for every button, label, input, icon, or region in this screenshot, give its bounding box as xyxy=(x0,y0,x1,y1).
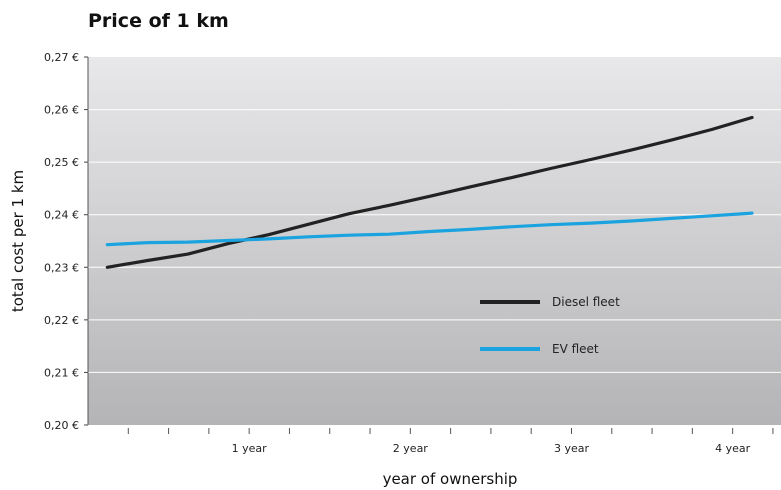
y-axis-label: total cost per 1 km xyxy=(9,170,27,312)
y-tick-label: 0,24 € xyxy=(44,209,79,222)
legend-label: Diesel fleet xyxy=(552,295,620,309)
x-tick-label: 4 year xyxy=(715,442,751,455)
x-tick-label: 3 year xyxy=(554,442,590,455)
legend: Diesel fleet EV fleet xyxy=(480,295,620,356)
legend-label: EV fleet xyxy=(552,342,599,356)
x-tick-label: 2 year xyxy=(393,442,429,455)
y-tick-label: 0,25 € xyxy=(44,156,79,169)
y-tick-label: 0,21 € xyxy=(44,366,79,379)
x-tick-label: 1 year xyxy=(232,442,268,455)
chart-title: Price of 1 km xyxy=(88,10,229,32)
grid-lines xyxy=(88,109,781,373)
series-line xyxy=(105,211,754,247)
y-tick-label: 0,26 € xyxy=(44,104,79,117)
y-tick-label: 0,20 € xyxy=(44,419,79,432)
y-tick-label: 0,22 € xyxy=(44,314,79,327)
series-line xyxy=(105,115,754,269)
x-axis: 1 year 2 year 3 year 4 year xyxy=(127,428,774,455)
y-axis: 0,20 € 0,21 € 0,22 € 0,23 € 0,24 € 0,25 € 0,26… xyxy=(44,51,89,432)
x-axis-label: year of ownership xyxy=(383,470,518,488)
y-tick-label: 0,27 € xyxy=(44,51,79,64)
series-lines xyxy=(105,115,754,269)
y-tick-label: 0,23 € xyxy=(44,261,79,274)
